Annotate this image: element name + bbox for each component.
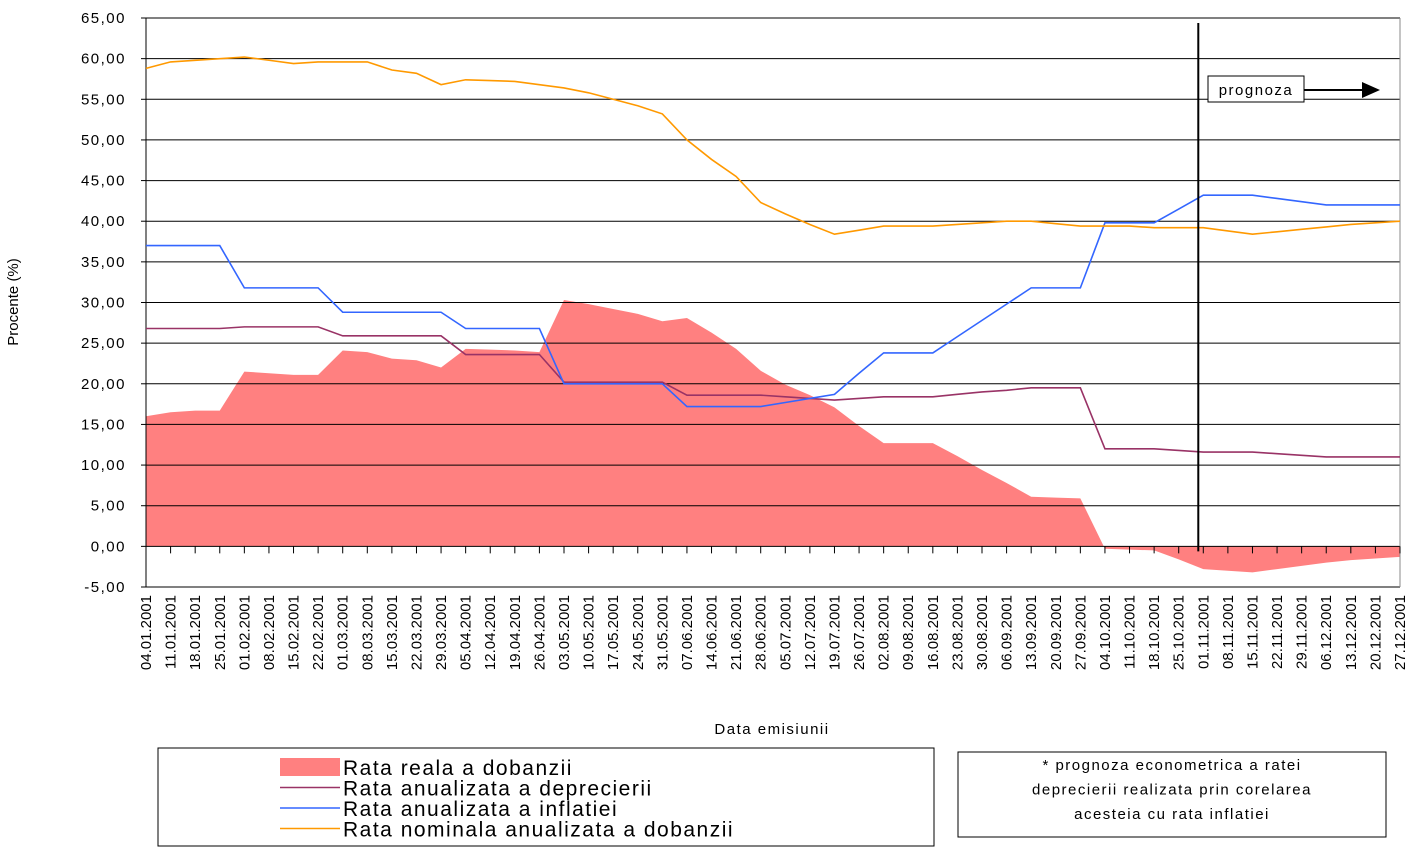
x-tick-label: 22.02.2001 xyxy=(310,595,327,670)
annotation-box xyxy=(1207,75,1305,103)
y-tick-label: 10,00 xyxy=(81,457,126,474)
x-tick-label: 15.02.2001 xyxy=(286,595,303,670)
x-tick-label: 26.04.2001 xyxy=(531,595,548,670)
x-tick-label: 11.10.2001 xyxy=(1122,595,1139,669)
annotation: prognoza xyxy=(1219,82,1294,99)
x-tick-label: 05.04.2001 xyxy=(458,595,475,670)
y-tick-label: 15,00 xyxy=(81,416,126,433)
y-tick-label: 65,00 xyxy=(81,10,126,27)
line xyxy=(145,56,1401,236)
x-tick-label: 18.10.2001 xyxy=(1146,595,1163,670)
line xyxy=(146,326,1400,458)
x-tick-label: 02.08.2001 xyxy=(876,595,893,670)
x-tick-label: 05.07.2001 xyxy=(777,595,794,670)
x-tick-label: 28.06.2001 xyxy=(753,595,770,670)
x-tick-label: 18.01.2001 xyxy=(187,595,204,670)
note-box xyxy=(957,751,1387,838)
y-tick-label: 45,00 xyxy=(81,173,126,190)
x-tick-label: 09.08.2001 xyxy=(900,595,917,670)
x-tick-label: 12.07.2001 xyxy=(802,595,819,670)
legend-label: Rata anualizata a deprecierii xyxy=(343,778,653,801)
note-line: acesteia cu rata inflatiei xyxy=(1074,806,1270,823)
x-tick-label: 08.11.2001 xyxy=(1220,595,1237,669)
x-tick-label: 01.03.2001 xyxy=(335,595,352,670)
x-tick-label: 12.04.2001 xyxy=(482,595,499,670)
y-tick-label: -5,00 xyxy=(84,579,126,596)
x-tick-label: 06.12.2001 xyxy=(1318,595,1335,670)
x-tick-label: 04.10.2001 xyxy=(1097,595,1114,670)
x-tick-label: 20.09.2001 xyxy=(1048,595,1065,670)
x-tick-label: 13.12.2001 xyxy=(1343,595,1360,670)
line xyxy=(146,194,1400,408)
y-tick-label: 5,00 xyxy=(91,498,126,515)
x-tick-label: 06.09.2001 xyxy=(999,595,1016,670)
x-tick-label: 21.06.2001 xyxy=(728,595,745,670)
legend-label: Rata anualizata a inflatiei xyxy=(343,798,618,821)
x-tick-label: 25.01.2001 xyxy=(212,595,229,670)
x-tick-label: 29.11.2001 xyxy=(1294,595,1311,669)
x-tick-label: 22.11.2001 xyxy=(1269,595,1286,669)
legend-label: Rata nominala anualizata a dobanzii xyxy=(343,819,734,842)
x-tick-label: 15.03.2001 xyxy=(384,595,401,670)
x-tick-label: 19.07.2001 xyxy=(826,595,843,670)
y-tick-label: 35,00 xyxy=(81,254,126,271)
x-tick-label: 01.02.2001 xyxy=(236,595,253,670)
legend-box xyxy=(157,747,935,847)
y-tick-label: 55,00 xyxy=(81,91,126,108)
area xyxy=(146,300,1400,573)
x-tick-label: 24.05.2001 xyxy=(630,595,647,670)
x-tick-label: 16.08.2001 xyxy=(925,595,942,670)
x-tick-label: 07.06.2001 xyxy=(679,595,696,670)
x-tick-label: 08.02.2001 xyxy=(261,595,278,670)
x-tick-label: 11.01.2001 xyxy=(163,595,180,669)
legend-swatch xyxy=(280,758,340,776)
y-tick-label: 20,00 xyxy=(81,376,126,393)
x-tick-label: 27.09.2001 xyxy=(1072,595,1089,670)
x-tick-label: 23.08.2001 xyxy=(949,595,966,670)
x-tick-label: 30.08.2001 xyxy=(974,595,991,670)
y-tick-label: 25,00 xyxy=(81,335,126,352)
note-line: * prognoza econometrica a ratei xyxy=(1042,757,1301,774)
annotation-arrowhead xyxy=(1362,82,1380,98)
y-tick-label: 60,00 xyxy=(81,51,126,68)
x-tick-label: 26.07.2001 xyxy=(851,595,868,670)
x-tick-label: 03.05.2001 xyxy=(556,595,573,670)
x-axis-title: Data emisiunii xyxy=(714,721,829,738)
x-tick-label: 19.04.2001 xyxy=(507,595,524,670)
x-tick-label: 10.05.2001 xyxy=(581,595,598,670)
x-tick-label: 01.11.2001 xyxy=(1195,595,1212,669)
y-axis-title: Procente (%) xyxy=(5,258,22,346)
x-tick-label: 29.03.2001 xyxy=(433,595,450,670)
x-tick-label: 04.01.2001 xyxy=(138,595,155,670)
x-tick-label: 14.06.2001 xyxy=(704,595,721,670)
x-tick-label: 20.12.2001 xyxy=(1367,595,1384,670)
y-tick-label: 50,00 xyxy=(81,132,126,149)
y-tick-label: 40,00 xyxy=(81,213,126,230)
x-tick-label: 27.12.2001 xyxy=(1392,595,1409,670)
y-tick-label: 0,00 xyxy=(91,538,126,555)
x-tick-label: 17.05.2001 xyxy=(605,595,622,670)
x-tick-label: 31.05.2001 xyxy=(654,595,671,670)
note-line: deprecierii realizata prin corelarea xyxy=(1032,782,1312,799)
legend-label: Rata reala a dobanzii xyxy=(343,757,573,780)
x-tick-label: 25.10.2001 xyxy=(1171,595,1188,670)
x-tick-label: 08.03.2001 xyxy=(359,595,376,670)
x-tick-label: 13.09.2001 xyxy=(1023,595,1040,670)
x-tick-label: 22.03.2001 xyxy=(408,595,425,670)
y-tick-label: 30,00 xyxy=(81,295,126,312)
x-tick-label: 15.11.2001 xyxy=(1244,595,1261,669)
